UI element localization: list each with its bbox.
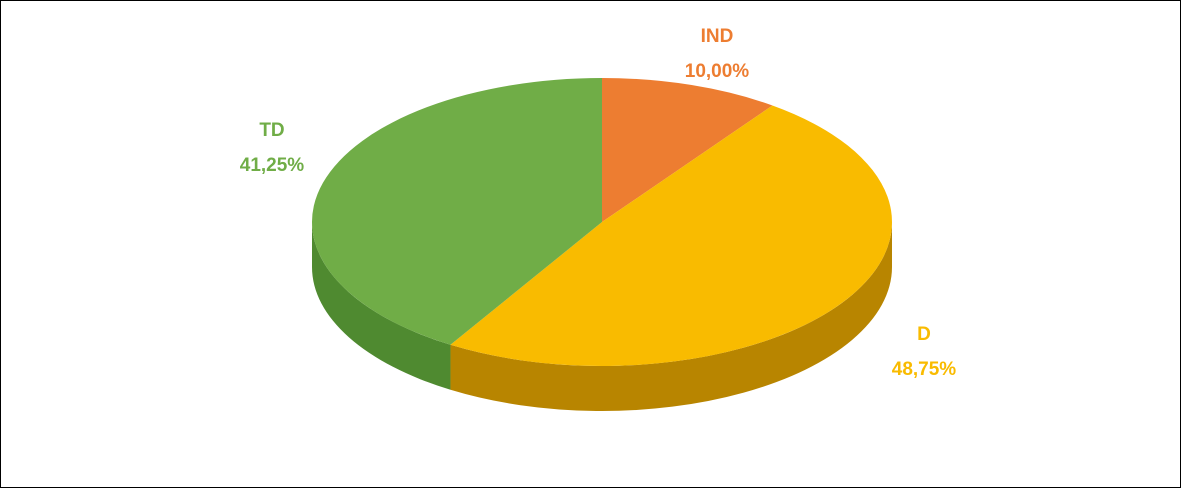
category-label: TD xyxy=(259,120,284,141)
value-label: 48,75% xyxy=(892,359,957,380)
value-label: 10,00% xyxy=(685,61,750,82)
category-label: IND xyxy=(701,26,734,47)
pie-slice xyxy=(602,78,773,222)
pie-slice xyxy=(450,105,892,366)
pie-side xyxy=(450,222,892,412)
pie-side xyxy=(312,222,451,390)
category-label: D xyxy=(917,324,931,345)
pie-slice xyxy=(312,78,602,345)
value-label: 41,25% xyxy=(240,155,305,176)
